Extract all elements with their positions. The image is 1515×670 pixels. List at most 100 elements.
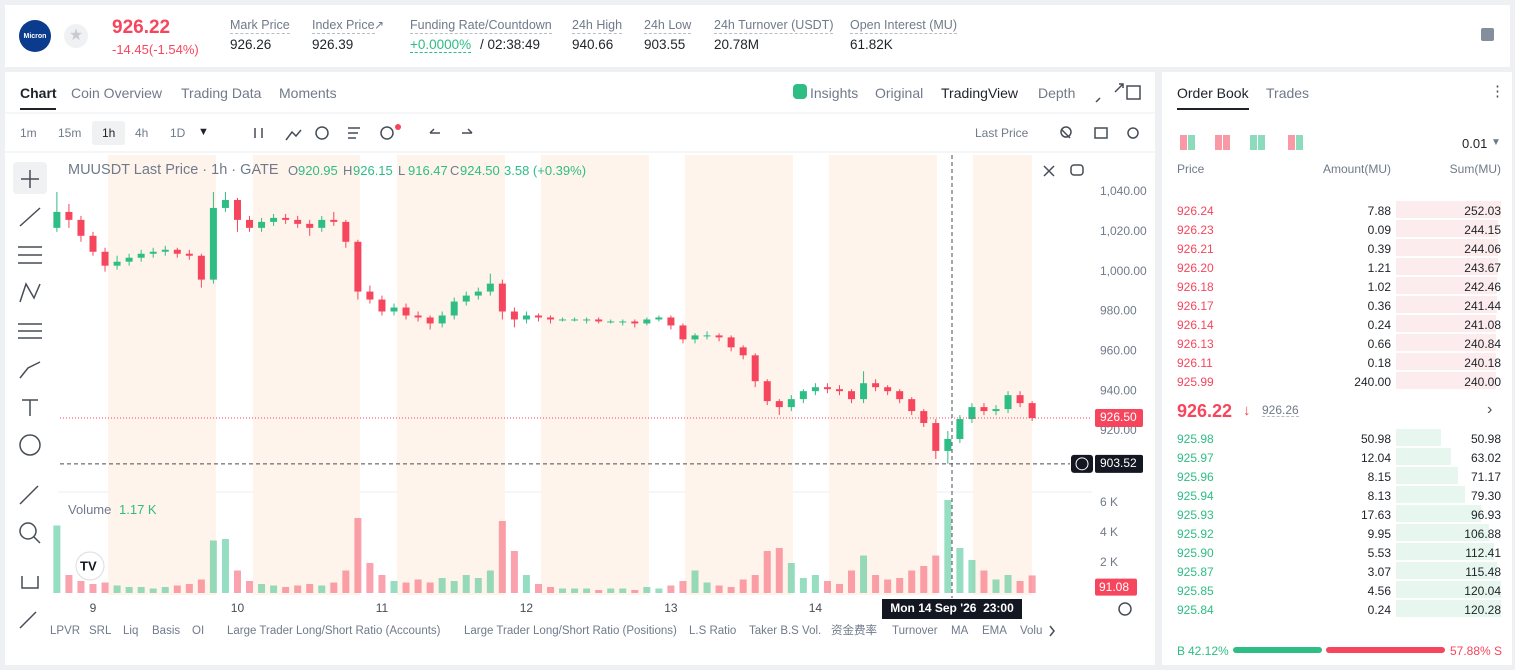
book-sum: 112.41	[1465, 546, 1501, 561]
book-price: 925.90	[1177, 546, 1214, 561]
book-sum: 106.88	[1464, 527, 1501, 542]
book-amount: 3.07	[1367, 565, 1391, 580]
volume-bar	[486, 570, 494, 593]
y-tick-label: 1,040.00	[1100, 184, 1147, 198]
candle-body	[89, 235, 97, 252]
candle-body	[835, 389, 843, 392]
indicator[interactable]: Large Trader Long/Short Ratio (Positions…	[464, 625, 677, 637]
volume-bar	[547, 587, 555, 593]
stat-label: Mark Price	[230, 18, 290, 34]
interval[interactable]: 15m	[58, 126, 82, 140]
candle-body	[631, 321, 639, 324]
price-tag: 926.50	[1100, 410, 1137, 424]
candle-body	[161, 249, 169, 252]
chart: TV 1,040.00 1,020.00 1,000.00 980.00 960.00 9…	[5, 83, 1155, 637]
view-tab[interactable]: TradingView	[941, 85, 1019, 101]
interval[interactable]: 1D	[170, 126, 186, 140]
candle-body	[811, 387, 819, 392]
candle-body	[956, 419, 964, 439]
stat-label: Open Interest (MU)	[850, 18, 957, 34]
book-view[interactable]	[1223, 135, 1230, 150]
candle-body	[872, 383, 880, 388]
depth-bar	[1396, 315, 1497, 333]
book-view[interactable]	[1288, 135, 1295, 150]
book-price: 926.23	[1177, 223, 1214, 238]
interval[interactable]: 1m	[20, 126, 37, 140]
view-tab[interactable]: Insights	[810, 85, 859, 101]
book-view[interactable]	[1296, 135, 1303, 150]
book-amount: 0.09	[1367, 223, 1391, 238]
candle-body	[547, 317, 555, 320]
book-amount: 0.24	[1367, 318, 1391, 333]
volume-bar	[342, 570, 350, 593]
candle-body	[282, 217, 290, 220]
ohlc-value: 916.47	[408, 163, 448, 178]
book-price: 925.87	[1177, 565, 1214, 580]
indicator[interactable]: OI	[192, 625, 205, 637]
candle-body	[534, 315, 542, 318]
book-tab[interactable]: Trades	[1266, 85, 1310, 101]
menu-dots[interactable]: ⋮	[1490, 83, 1505, 100]
drawing-tools[interactable]	[13, 83, 1141, 637]
depth-bar	[1396, 429, 1441, 446]
indicator[interactable]: Turnover	[892, 625, 938, 637]
more[interactable]: ›	[1487, 401, 1493, 418]
indicator[interactable]: Liq	[123, 625, 139, 637]
indicator[interactable]: SRL	[89, 625, 112, 637]
indicator[interactable]: 资金费率	[831, 625, 877, 637]
indicator[interactable]: MA	[951, 625, 969, 637]
candle-body	[498, 283, 506, 312]
indicator[interactable]: Taker B.S Vol.	[749, 625, 822, 637]
precision[interactable]: 0.01	[1462, 136, 1488, 151]
stat-value: 903.55	[644, 37, 686, 52]
volume-tag: 91.08	[1099, 580, 1129, 594]
book-view[interactable]	[1258, 135, 1265, 150]
price-source[interactable]: Last Price	[975, 126, 1029, 140]
book-view[interactable]	[1250, 135, 1257, 150]
book-amount: 0.24	[1367, 603, 1391, 618]
interval[interactable]: 1h	[102, 126, 116, 140]
depth-bar	[1396, 258, 1498, 276]
volume-bar	[980, 570, 988, 593]
indicator[interactable]: Basis	[152, 625, 181, 637]
chart-tab[interactable]: Trading Data	[181, 85, 262, 101]
book-sum: 96.93	[1470, 508, 1501, 523]
chart-tab[interactable]: Chart	[20, 85, 57, 101]
chart-tab[interactable]: Coin Overview	[71, 85, 163, 101]
indicator[interactable]: Volu	[1020, 625, 1043, 637]
book-sum: 63.02	[1470, 451, 1501, 466]
chart-tab[interactable]: Moments	[279, 85, 337, 101]
volume-bar	[1004, 575, 1012, 593]
candle-body	[932, 423, 940, 451]
favorite[interactable]: ★	[64, 24, 88, 48]
candle-body	[727, 337, 735, 348]
view-tab[interactable]: Depth	[1038, 85, 1076, 101]
indicator[interactable]: L.S Ratio	[689, 625, 737, 637]
book-amount: 17.63	[1360, 508, 1391, 523]
volume-bar	[306, 584, 314, 593]
view-tab[interactable]: Original	[875, 85, 924, 101]
book-tab[interactable]: Order Book	[1177, 85, 1249, 101]
menu-icon[interactable]	[1481, 28, 1494, 41]
book-view[interactable]	[1188, 135, 1195, 150]
col-header: Sum(MU)	[1449, 162, 1501, 176]
indicator[interactable]: Large Trader Long/Short Ratio (Accounts)	[227, 625, 441, 637]
indicator[interactable]: LPVR	[50, 625, 81, 637]
book-price: 925.85	[1177, 584, 1214, 599]
book-view[interactable]	[1180, 135, 1187, 150]
ohlc-value: 920.95	[298, 163, 338, 178]
book-view[interactable]	[1215, 135, 1222, 150]
book-amount: 240.00	[1354, 375, 1391, 390]
depth-bar	[1396, 448, 1451, 466]
interval[interactable]: 4h	[135, 126, 149, 140]
indicator[interactable]: EMA	[982, 625, 1007, 637]
candle-body	[980, 407, 988, 412]
volume-bar	[522, 575, 530, 593]
price-tag-bg	[1095, 409, 1143, 428]
stat-label: 24h Low	[644, 18, 692, 34]
candle-body	[65, 211, 73, 220]
volume-bar	[667, 585, 675, 593]
volume-bar	[294, 585, 302, 593]
candle-body	[751, 355, 759, 382]
candle-body	[101, 251, 109, 266]
